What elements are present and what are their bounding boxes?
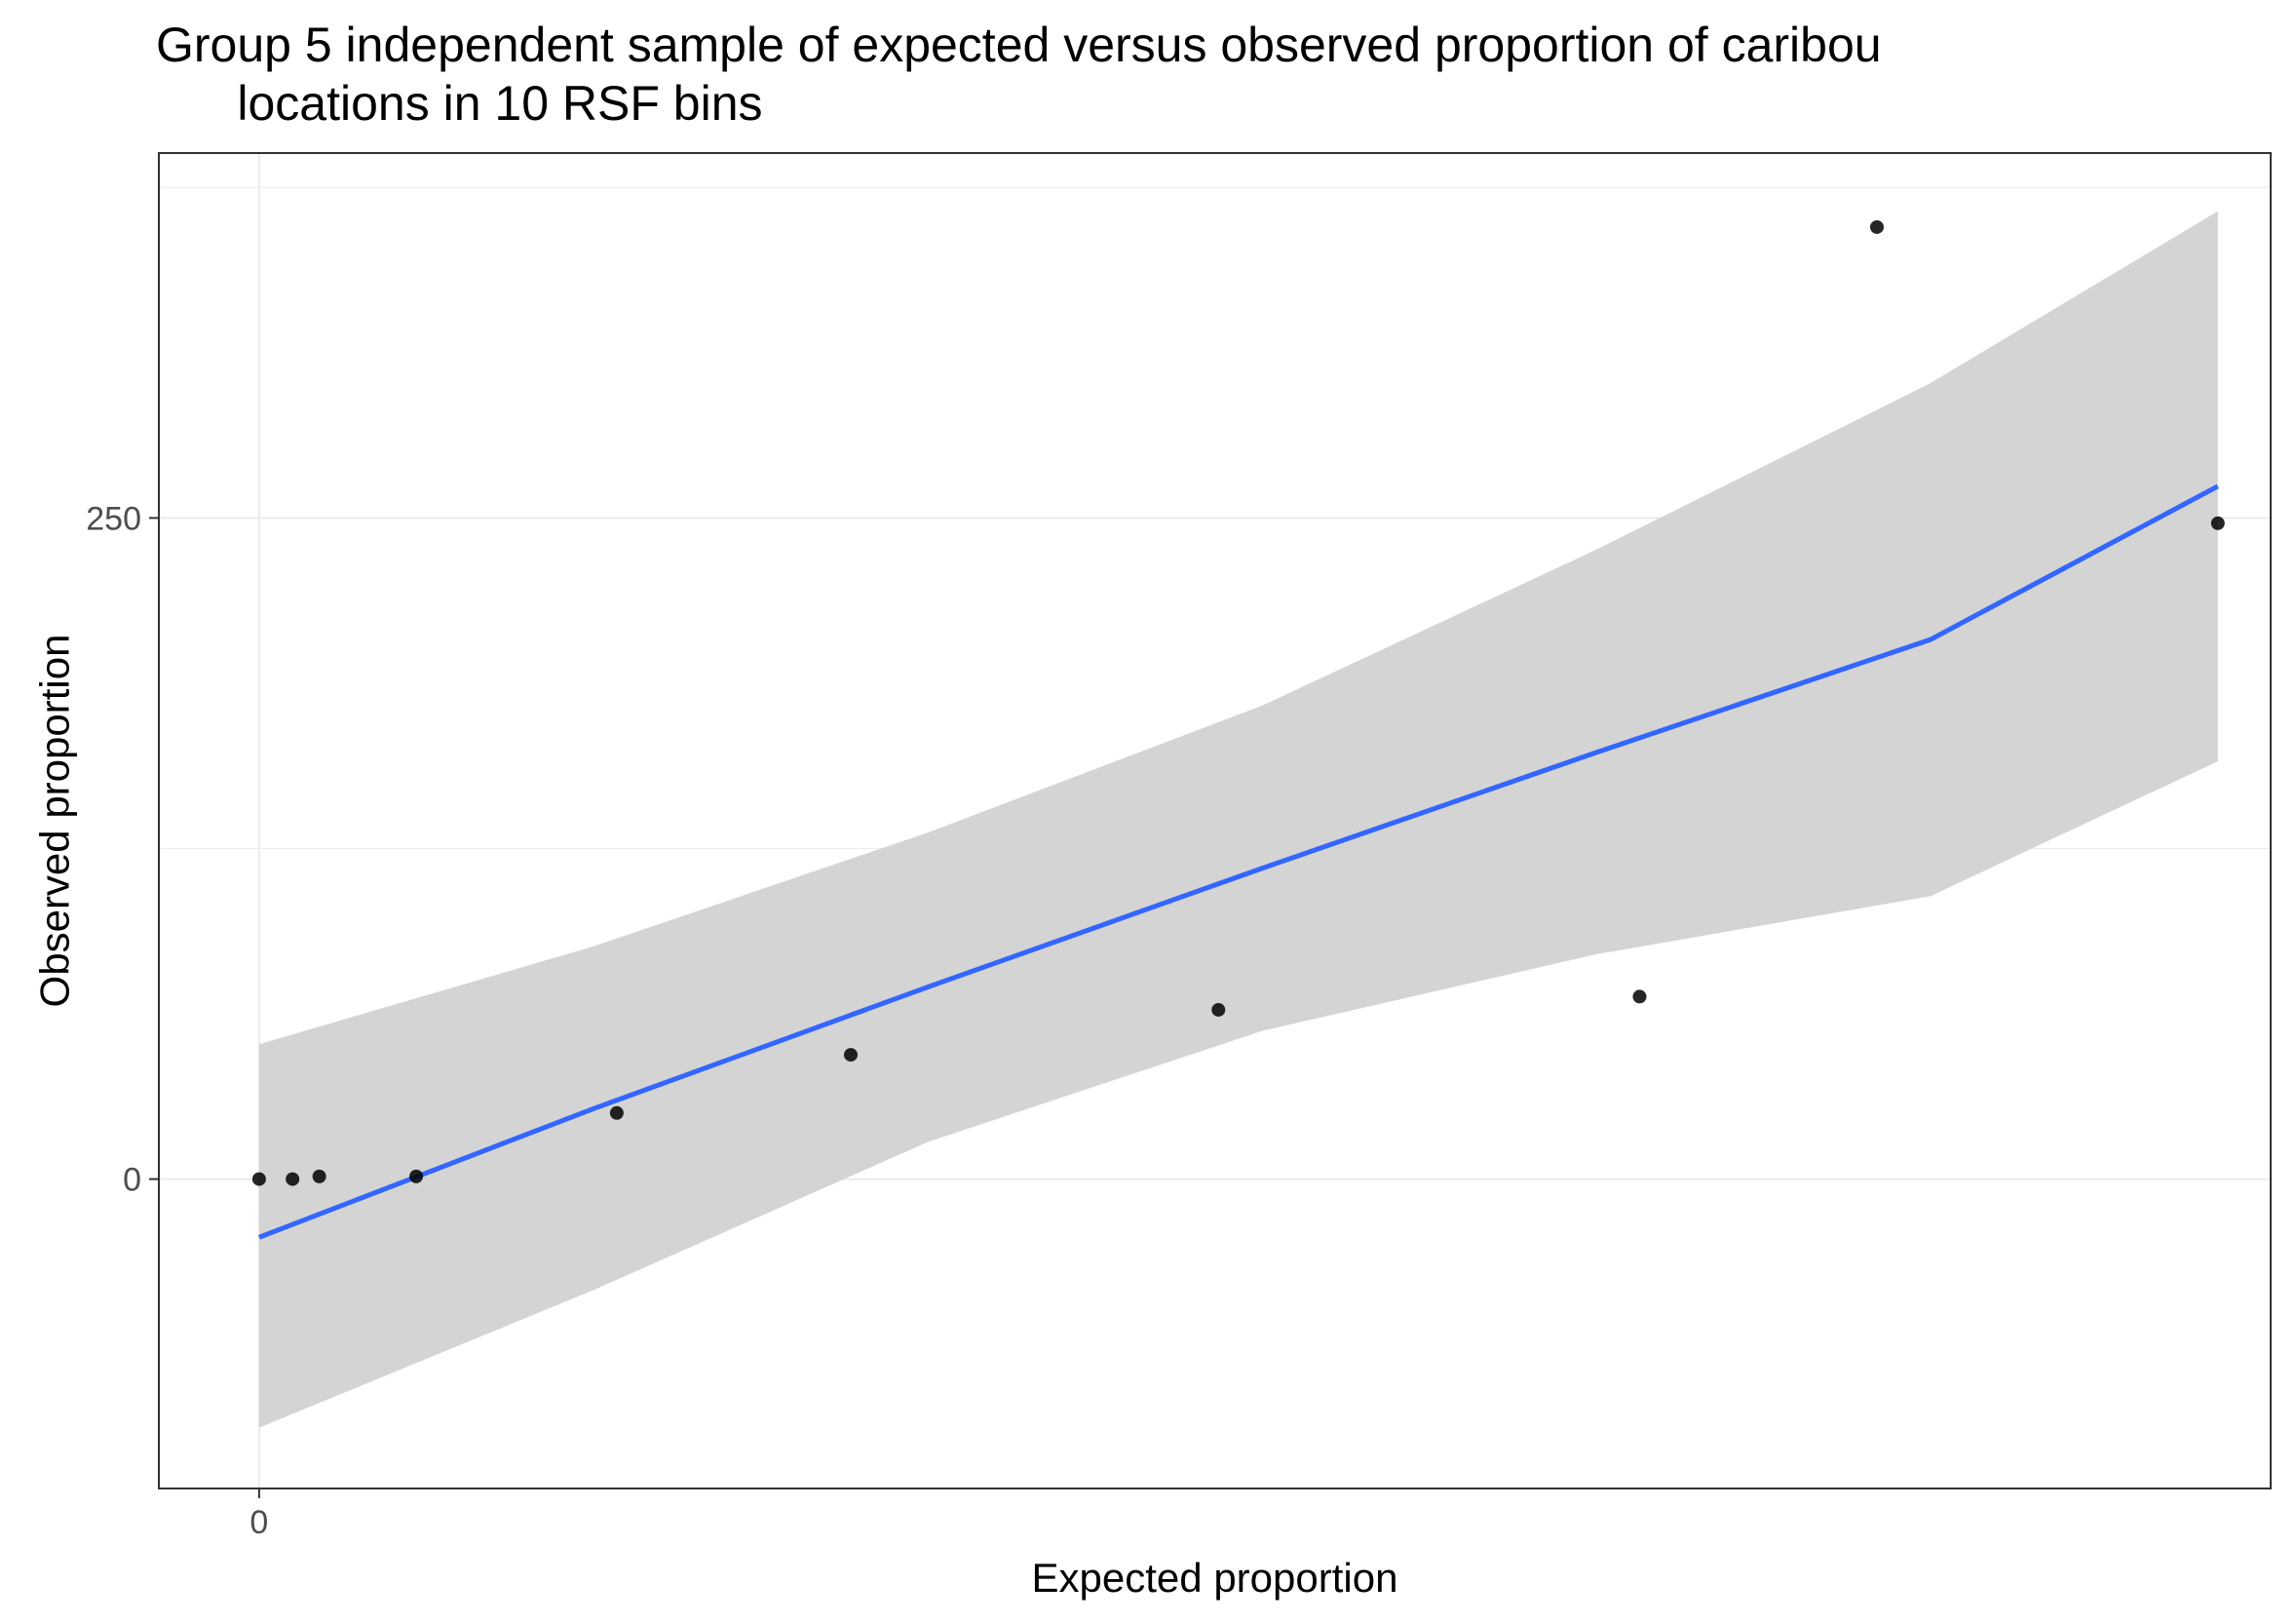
regression-line [258,483,2220,1240]
confidence-band [258,211,2218,1428]
chart-title: Group 5 independent sample of expected v… [156,18,1882,131]
fit-line-layer [258,483,2220,1240]
x-axis-title: Expected proportion [1032,1555,1398,1601]
data-point [2210,516,2225,530]
data-point [1211,1002,1226,1017]
data-point [251,1172,266,1186]
data-points [251,219,2225,1186]
y-tick-label: 250 [86,500,141,537]
panel-border [158,152,2272,1489]
data-point [843,1048,858,1063]
y-axis-title: Observed proportion [32,635,78,1008]
data-point [609,1105,624,1120]
data-point [286,1172,300,1186]
confidence-band-layer [258,211,2218,1428]
x-tick-label: 0 [249,1504,268,1541]
y-tick-label: 0 [123,1162,141,1199]
data-point [312,1169,326,1183]
axis-ticks: 0 250 0 [86,500,268,1541]
data-point [409,1169,424,1183]
data-point [1869,219,1884,234]
data-point [1632,989,1647,1004]
